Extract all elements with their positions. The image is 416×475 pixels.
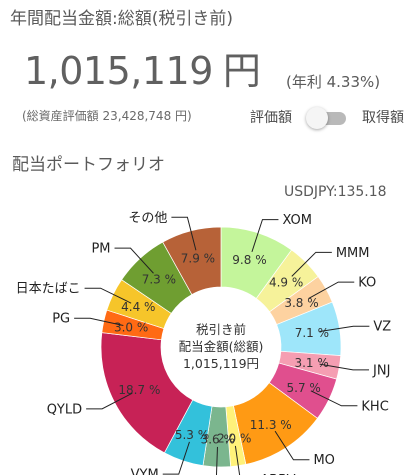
total-assets: (総資産評価額 23,428,748 円) xyxy=(22,109,192,123)
slice-percent-label: 2.0 % xyxy=(217,432,251,446)
slice-name-label: ABBV xyxy=(260,473,295,475)
slice-percent-label: 4.9 % xyxy=(269,275,303,289)
leader-line xyxy=(319,325,370,332)
valuation-toggle[interactable] xyxy=(306,107,348,129)
slice-name-label: XOM xyxy=(282,213,312,228)
slice-percent-label: 3.1 % xyxy=(294,356,328,370)
slice-percent-label: 4.4 % xyxy=(121,300,155,314)
slice-name-label: PG xyxy=(52,312,70,327)
center-label-line1: 税引き前 xyxy=(196,322,246,337)
annual-yield: (年利 4.33%) xyxy=(286,73,381,91)
slice-name-label: PM xyxy=(91,242,110,257)
slice-percent-label: 9.8 % xyxy=(232,253,266,267)
center-label-line3: 1,015,119円 xyxy=(183,356,259,371)
slice-name-label: QYLD xyxy=(47,402,82,417)
leader-line xyxy=(308,281,355,300)
total-dividend: 1,015,119 円 xyxy=(24,40,261,93)
slice-name-label: VYM xyxy=(131,468,159,475)
leader-line xyxy=(215,446,218,475)
page-title: 年間配当金額:総額(税引き前) xyxy=(10,9,233,29)
exchange-rate: USDJPY:135.18 xyxy=(284,184,387,200)
leader-line xyxy=(86,392,133,410)
slice-name-label: その他 xyxy=(128,211,167,226)
leader-line xyxy=(84,287,132,304)
leader-line xyxy=(251,219,279,253)
leader-line xyxy=(114,247,154,274)
leader-line xyxy=(274,430,310,461)
toggle-knob xyxy=(306,107,328,129)
slice-percent-label: 11.3 % xyxy=(250,418,292,432)
donut-hole xyxy=(178,304,264,390)
toggle-label-acquisition: 取得額 xyxy=(362,110,404,126)
center-label-line2: 配当金額(総額) xyxy=(179,339,264,354)
leader-line xyxy=(319,363,370,371)
leader-line xyxy=(171,216,197,251)
slice-name-label: JNJ xyxy=(372,363,390,378)
leader-line xyxy=(291,251,332,277)
section-title: 配当ポートフォリオ xyxy=(12,155,165,175)
leader-line xyxy=(74,317,124,326)
slice-name-label: KO xyxy=(358,276,376,291)
slice-name-label: MO xyxy=(313,453,334,468)
slice-percent-label: 7.3 % xyxy=(142,273,176,287)
slice-percent-label: 7.1 % xyxy=(295,326,329,340)
slice-name-label: VZ xyxy=(373,320,391,335)
slice-percent-label: 3.6 % xyxy=(201,432,235,446)
slice-percent-label: 7.9 % xyxy=(181,251,215,265)
slice-percent-label: 5.3 % xyxy=(175,428,209,442)
slice-percent-label: 18.7 % xyxy=(118,383,160,397)
leader-line xyxy=(310,390,358,407)
slice-name-label: KHC xyxy=(361,399,388,414)
toggle-label-valuation: 評価額 xyxy=(250,110,292,126)
leader-line xyxy=(162,441,190,475)
slice--[interactable] xyxy=(162,226,222,296)
slice-name-label: 日本たばこ xyxy=(16,282,81,297)
slice-percent-label: 3.8 % xyxy=(284,296,318,310)
leader-line xyxy=(234,445,241,475)
slice-percent-label: 3.0 % xyxy=(114,321,148,335)
slice-name-label: MMM xyxy=(336,246,370,261)
total-dividend-amount: 1,015,119 xyxy=(24,49,213,93)
total-dividend-unit: 円 xyxy=(222,49,261,93)
